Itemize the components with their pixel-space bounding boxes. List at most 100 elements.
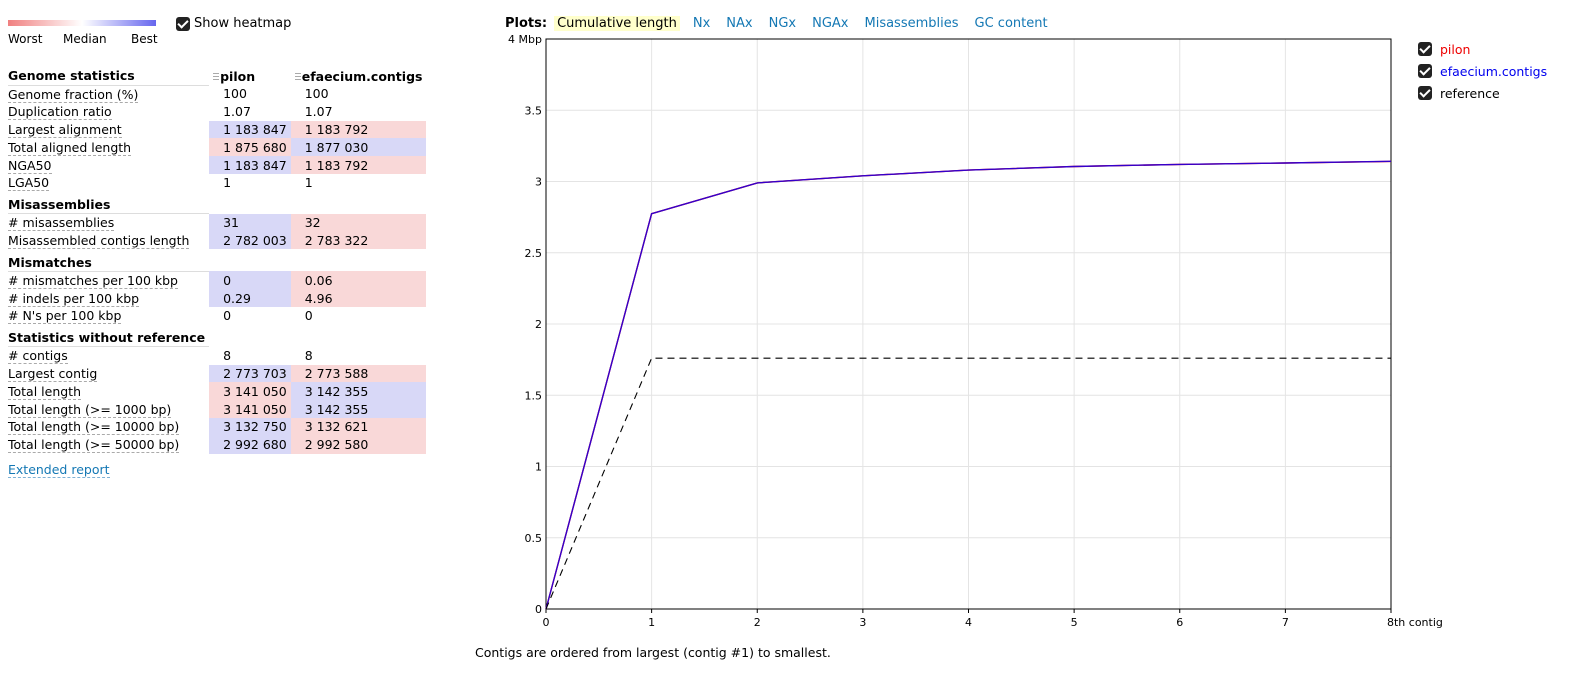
plot-tab[interactable]: Nx: [692, 16, 711, 31]
show-heatmap-checkbox[interactable]: [176, 16, 190, 31]
plot-tab[interactable]: GC content: [974, 16, 1048, 31]
column-drag-handle-icon[interactable]: [213, 72, 220, 82]
metric-name[interactable]: Duplication ratio: [8, 104, 112, 121]
metric-name[interactable]: Total length: [8, 383, 82, 400]
x-tick-label: 5: [1071, 616, 1078, 629]
value-cell: 3 132 621: [290, 417, 427, 436]
show-heatmap-label: Show heatmap: [194, 16, 292, 31]
metric-name[interactable]: # misassemblies: [8, 215, 115, 232]
x-tick-label: 2: [754, 616, 761, 629]
series-legend-item[interactable]: pilon: [1418, 38, 1547, 60]
metric-name[interactable]: Largest alignment: [8, 121, 122, 138]
assembly-column-header[interactable]: pilon: [220, 68, 256, 84]
metric-name[interactable]: LGA50: [8, 175, 50, 192]
value-cell: 32: [290, 213, 427, 232]
value-cell: 2 992 580: [290, 435, 427, 454]
series-checkbox[interactable]: [1418, 86, 1432, 100]
plot-tab[interactable]: NGx: [768, 16, 797, 31]
value-cell: 8: [304, 348, 313, 364]
x-tick-label: 7: [1282, 616, 1289, 629]
metric-cell: Total aligned length: [8, 138, 209, 156]
column-drag-handle-icon[interactable]: [294, 72, 301, 82]
metric-cell: # indels per 100 kbp: [8, 289, 209, 307]
heatmap-best-label: Best: [131, 32, 158, 46]
metric-name[interactable]: # indels per 100 kbp: [8, 290, 140, 307]
metric-cell: Total length (>= 1000 bp): [8, 400, 209, 418]
metric-name[interactable]: Genome fraction (%): [8, 86, 139, 103]
plot-tab[interactable]: NGAx: [812, 16, 849, 31]
value-cell: 1: [223, 175, 232, 191]
series-legend-label: efaecium.contigs: [1440, 63, 1548, 79]
plot-tab[interactable]: NAx: [726, 16, 753, 31]
table-row: LGA50 1 1: [8, 174, 426, 192]
y-tick-label: 3.5: [525, 104, 543, 117]
value-cell: 2 782 003: [209, 231, 291, 250]
table-row: # misassemblies 31 32: [8, 213, 427, 232]
metric-cell: Total length (>= 50000 bp): [8, 436, 209, 454]
y-tick-label: 0.5: [525, 532, 543, 545]
group-header-row: Genome statistics pilon efaecium.contigs: [8, 63, 426, 86]
metric-cell: Total length (>= 10000 bp): [8, 418, 209, 436]
plot-tab[interactable]: Misassemblies: [864, 16, 959, 31]
series-line-efaecium.contigs: [545, 160, 1392, 610]
chart-caption: Contigs are ordered from largest (contig…: [475, 645, 831, 660]
group-title: Genome statistics: [8, 63, 210, 86]
assembly-column-header[interactable]: efaecium.contigs: [301, 68, 423, 84]
value-cell: 1 183 847: [209, 120, 291, 139]
table-row: # mismatches per 100 kbp 0 0.06: [8, 271, 427, 290]
extended-report-link[interactable]: Extended report: [8, 462, 110, 478]
metric-name[interactable]: # mismatches per 100 kbp: [8, 273, 178, 290]
value-cell: 8: [223, 348, 232, 364]
series-legend-item[interactable]: reference: [1418, 82, 1547, 104]
series-checkbox[interactable]: [1418, 42, 1432, 56]
value-cell: 4.96: [290, 289, 427, 307]
x-tick-label: 1: [648, 616, 655, 629]
x-tick-label: 6: [1176, 616, 1183, 629]
table-row: Largest alignment 1 183 847 1 183 792: [8, 120, 427, 139]
table-row: Misassembled contigs length 2 782 003 2 78…: [8, 231, 427, 250]
metric-cell: NGA50: [8, 156, 209, 174]
plot-frame: [545, 38, 1392, 610]
y-tick-label: 1.5: [525, 389, 543, 402]
value-cell: 3 141 050: [209, 400, 291, 418]
value-cell: 1.07: [223, 104, 251, 120]
value-cell: 1.07: [304, 104, 333, 120]
metric-name[interactable]: Total length (>= 10000 bp): [8, 419, 180, 436]
metric-name[interactable]: Largest contig: [8, 365, 98, 382]
metric-cell: LGA50: [8, 174, 209, 192]
value-cell: 0: [209, 271, 291, 290]
metric-name[interactable]: # contigs: [8, 348, 68, 365]
series-checkbox[interactable]: [1418, 64, 1432, 78]
series-legend-label: pilon: [1440, 41, 1471, 57]
metric-name[interactable]: NGA50: [8, 157, 52, 174]
metric-name[interactable]: # N's per 100 kbp: [8, 308, 122, 325]
table-row: NGA50 1 183 847 1 183 792: [8, 156, 427, 174]
y-tick-label: 0: [535, 603, 542, 616]
value-cell: 0.06: [290, 271, 427, 290]
metric-name[interactable]: Total length (>= 1000 bp): [8, 401, 172, 418]
table-row: Total length (>= 10000 bp) 3 132 750 3 132…: [8, 417, 427, 436]
table-row: # contigs 8 8: [8, 347, 426, 365]
table-row: # N's per 100 kbp 0 0: [8, 307, 426, 325]
metric-name[interactable]: Misassembled contigs length: [8, 232, 190, 249]
value-cell: 2 773 703: [209, 364, 291, 383]
metric-cell: Largest alignment: [8, 121, 209, 139]
metric-cell: Duplication ratio: [8, 103, 209, 121]
show-heatmap-toggle[interactable]: Show heatmap: [176, 16, 291, 31]
heatmap-worst-label: Worst: [8, 32, 43, 46]
table-row: Largest contig 2 773 703 2 773 588: [8, 364, 427, 383]
metric-name[interactable]: Total aligned length: [8, 139, 132, 156]
series-legend-label: reference: [1440, 85, 1500, 101]
x-tick-label: 3: [859, 616, 866, 629]
metric-name[interactable]: Total length (>= 50000 bp): [8, 437, 180, 454]
metric-cell: Total length: [8, 382, 209, 400]
table-row: # indels per 100 kbp 0.29 4.96: [8, 289, 427, 307]
value-cell: 1 875 680: [209, 138, 291, 157]
report-table: Genome statistics pilon efaecium.contigs Ge…: [8, 63, 427, 454]
value-cell: 3 142 355: [290, 400, 427, 418]
heatmap-gradient-bar: [8, 20, 156, 26]
y-tick-label: 3: [535, 176, 542, 189]
series-legend-item[interactable]: efaecium.contigs: [1418, 60, 1547, 82]
table-row: Total length 3 141 050 3 142 355: [8, 382, 427, 401]
plot-tab[interactable]: Cumulative length: [554, 16, 680, 31]
